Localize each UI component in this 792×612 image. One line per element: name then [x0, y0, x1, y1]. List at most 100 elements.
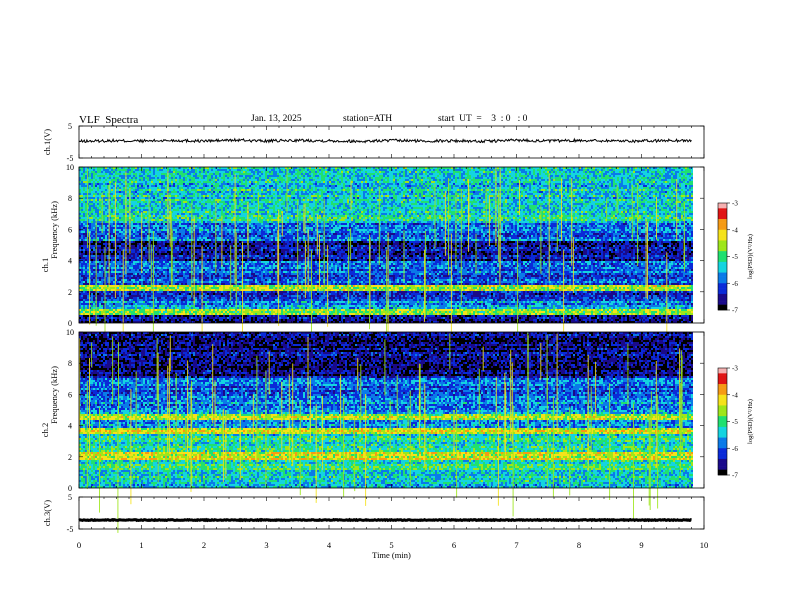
- psd-cell: [171, 179, 173, 181]
- psd-cell: [309, 189, 311, 191]
- psd-cell: [449, 177, 451, 179]
- psd-cell: [487, 185, 489, 187]
- psd-cell: [319, 185, 321, 187]
- psd-cell: [261, 193, 263, 195]
- psd-cell: [237, 195, 239, 197]
- psd-cell: [633, 171, 635, 173]
- psd-cell: [279, 187, 281, 189]
- psd-cell: [687, 181, 689, 183]
- psd-cell: [247, 167, 249, 169]
- psd-cell: [353, 169, 355, 171]
- psd-cell: [315, 185, 317, 187]
- psd-cell: [167, 167, 169, 169]
- psd-cell: [395, 179, 397, 181]
- psd-cell: [337, 175, 339, 177]
- psd-cell: [417, 191, 419, 193]
- psd-cell: [111, 175, 113, 177]
- psd-cell: [471, 179, 473, 181]
- psd-cell: [611, 189, 613, 191]
- psd-cell: [689, 179, 691, 181]
- psd-cell: [535, 173, 537, 175]
- psd-cell: [433, 197, 435, 199]
- psd-cell: [537, 187, 539, 189]
- psd-cell: [447, 171, 449, 173]
- psd-cell: [577, 171, 579, 173]
- psd-cell: [299, 187, 301, 189]
- psd-cell: [387, 191, 389, 193]
- psd-cell: [133, 179, 135, 181]
- psd-cell: [409, 177, 411, 179]
- psd-cell: [351, 177, 353, 179]
- psd-cell: [201, 171, 203, 173]
- date-label: Jan. 13, 2025: [251, 114, 302, 124]
- psd-cell: [531, 167, 533, 169]
- psd-cell: [601, 169, 603, 171]
- psd-cell: [511, 181, 513, 183]
- psd-cell: [691, 195, 693, 197]
- psd-cell: [133, 185, 135, 187]
- psd-cell: [567, 193, 569, 195]
- psd-cell: [149, 197, 151, 199]
- psd-cell: [97, 189, 99, 191]
- psd-cell: [215, 175, 217, 177]
- psd-cell: [623, 185, 625, 187]
- psd-cell: [415, 179, 417, 181]
- psd-cell: [235, 195, 237, 197]
- psd-cell: [211, 187, 213, 189]
- psd-cell: [687, 173, 689, 175]
- psd-cell: [187, 169, 189, 171]
- psd-cell: [529, 175, 531, 177]
- psd-cell: [471, 189, 473, 191]
- psd-cell: [559, 189, 561, 191]
- psd-cell: [89, 171, 91, 173]
- psd-cell: [321, 187, 323, 189]
- psd-cell: [475, 187, 477, 189]
- psd-cell: [409, 179, 411, 181]
- psd-cell: [571, 177, 573, 179]
- psd-cell: [315, 189, 317, 191]
- psd-cell: [225, 195, 227, 197]
- psd-cell: [673, 175, 675, 177]
- psd-cell: [479, 179, 481, 181]
- psd-cell: [445, 169, 447, 171]
- psd-cell: [527, 171, 529, 173]
- psd-cell: [589, 191, 591, 193]
- psd-cell: [425, 187, 427, 189]
- psd-cell: [647, 175, 649, 177]
- psd-cell: [97, 195, 99, 197]
- psd-cell: [403, 173, 405, 175]
- psd-cell: [371, 191, 373, 193]
- psd-cell: [359, 191, 361, 193]
- psd-cell: [135, 195, 137, 197]
- psd-cell: [249, 177, 251, 179]
- psd-cell: [581, 185, 583, 187]
- psd-cell: [547, 181, 549, 183]
- psd-cell: [471, 175, 473, 177]
- psd-cell: [85, 179, 87, 181]
- psd-cell: [253, 175, 255, 177]
- psd-cell: [337, 177, 339, 179]
- psd-cell: [543, 175, 545, 177]
- psd-cell: [155, 179, 157, 181]
- psd-cell: [535, 175, 537, 177]
- psd-cell: [191, 187, 193, 189]
- psd-cell: [279, 185, 281, 187]
- psd-cell: [113, 185, 115, 187]
- psd-cell: [317, 171, 319, 173]
- psd-cell: [365, 171, 367, 173]
- psd-cell: [621, 179, 623, 181]
- psd-cell: [323, 179, 325, 181]
- psd-cell: [91, 169, 93, 171]
- psd-cell: [119, 187, 121, 189]
- psd-cell: [81, 193, 83, 195]
- psd-cell: [551, 177, 553, 179]
- psd-cell: [457, 173, 459, 175]
- psd-cell: [609, 185, 611, 187]
- psd-cell: [113, 177, 115, 179]
- psd-cell: [327, 181, 329, 183]
- psd-cell: [399, 189, 401, 191]
- psd-cell: [673, 179, 675, 181]
- psd-cell: [283, 185, 285, 187]
- psd-cell: [603, 191, 605, 193]
- psd-cell: [591, 185, 593, 187]
